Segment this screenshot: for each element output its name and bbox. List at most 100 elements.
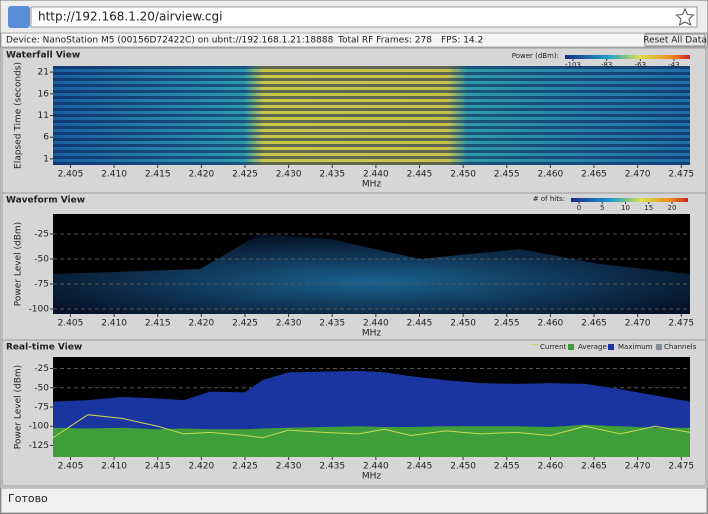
device-info: Device: NanoStation M5 (00156D72422C) on… (6, 36, 334, 46)
x-axis-label: MHz (362, 472, 382, 482)
x-tick-label: 2.410 (101, 170, 127, 180)
x-tick-label: 2.420 (188, 170, 214, 180)
waveform-image (53, 234, 690, 314)
y-tick-label: -75 (34, 280, 49, 290)
colorbar-tick-label: 5 (600, 204, 604, 212)
x-tick-label: 2.425 (232, 170, 258, 180)
x-tick-label: 2.450 (450, 319, 476, 329)
x-tick-label: 2.405 (58, 319, 84, 329)
x-tick-label: 2.430 (276, 170, 302, 180)
x-tick-label: 2.470 (625, 462, 651, 472)
y-axis-label: Elapsed Time (seconds) (14, 62, 24, 169)
y-axis-label: Power Level (dBm) (14, 365, 24, 449)
x-tick-label: 2.440 (363, 462, 389, 472)
waterfall-rows (53, 66, 690, 165)
x-tick-label: 2.460 (538, 319, 564, 329)
y-tick-label: -50 (34, 255, 49, 265)
x-tick-label: 2.415 (145, 462, 171, 472)
colorbar-tick-label: 10 (621, 204, 630, 212)
x-axis-label: MHz (362, 329, 382, 339)
x-tick-label: 2.435 (319, 462, 345, 472)
x-tick-label: 2.465 (581, 462, 607, 472)
x-tick-label: 2.460 (538, 170, 564, 180)
x-tick-label: 2.420 (188, 462, 214, 472)
panel-title: Waveform View (6, 196, 85, 206)
url-field[interactable] (30, 6, 698, 28)
legend-swatch (568, 344, 574, 350)
x-tick-label: 2.475 (668, 319, 694, 329)
y-axis-label: Power Level (dBm) (14, 222, 24, 306)
panel-title: Real-time View (6, 343, 82, 353)
x-tick-label: 2.450 (450, 462, 476, 472)
fps: FPS: 14.2 (441, 36, 483, 46)
legend-label: Maximum (618, 343, 653, 351)
y-tick-label: -25 (34, 230, 49, 240)
y-tick-label: -125 (29, 441, 49, 451)
x-tick-label: 2.415 (145, 319, 171, 329)
x-tick-label: 2.445 (407, 170, 433, 180)
y-tick-label: 16 (38, 89, 50, 99)
legend-label: Channels (664, 343, 697, 351)
x-tick-label: 2.475 (668, 170, 694, 180)
reset-button[interactable] (644, 33, 706, 47)
status-text: Готово (8, 492, 48, 505)
colorbar-tick-label: 15 (644, 204, 653, 212)
legend-label: Current (540, 343, 567, 351)
colorbar-tick-label: 20 (668, 204, 677, 212)
legend-label: Average (578, 343, 607, 351)
colorbar-tick-label: -43 (668, 61, 679, 69)
x-tick-label: 2.425 (232, 319, 258, 329)
panel-title: Waterfall View (6, 51, 80, 61)
x-tick-label: 2.440 (363, 170, 389, 180)
toolbar (0, 32, 708, 48)
colorbar (571, 198, 688, 202)
y-tick-label: -100 (29, 305, 50, 315)
y-tick-label: 21 (38, 68, 49, 78)
x-tick-label: 2.465 (581, 170, 607, 180)
series-area (53, 424, 690, 457)
x-tick-label: 2.440 (363, 319, 389, 329)
x-tick-label: 2.435 (319, 319, 345, 329)
x-tick-label: 2.470 (625, 170, 651, 180)
colorbar-tick-label: -63 (635, 61, 646, 69)
bookmark-star[interactable] (675, 7, 695, 26)
x-tick-label: 2.455 (494, 462, 520, 472)
x-tick-label: 2.470 (625, 319, 651, 329)
y-tick-label: 1 (43, 154, 49, 164)
x-axis-label: MHz (362, 180, 382, 190)
colorbar-tick-label: -83 (601, 61, 612, 69)
x-tick-label: 2.455 (494, 170, 520, 180)
y-tick-label: 11 (38, 111, 49, 121)
site-icon (8, 6, 30, 28)
x-tick-label: 2.455 (494, 319, 520, 329)
x-tick-label: 2.410 (101, 462, 127, 472)
reset-label: Reset All Data (643, 36, 707, 46)
legend-swatch (656, 344, 662, 350)
colorbar (565, 55, 690, 59)
y-tick-label: -25 (34, 364, 49, 374)
x-tick-label: 2.435 (319, 170, 345, 180)
colorbar-tick-label: -103 (565, 61, 581, 69)
x-tick-label: 2.465 (581, 319, 607, 329)
x-tick-label: 2.410 (101, 319, 127, 329)
y-tick-label: 6 (43, 133, 49, 143)
x-tick-label: 2.405 (58, 170, 84, 180)
x-tick-label: 2.445 (407, 319, 433, 329)
x-tick-label: 2.450 (450, 170, 476, 180)
x-tick-label: 2.425 (232, 462, 258, 472)
x-tick-label: 2.430 (276, 462, 302, 472)
x-tick-label: 2.430 (276, 319, 302, 329)
x-tick-label: 2.415 (145, 170, 171, 180)
x-tick-label: 2.475 (668, 462, 694, 472)
x-tick-label: 2.420 (188, 319, 214, 329)
series-line (52, 414, 691, 439)
y-tick-label: -100 (29, 422, 50, 432)
x-tick-label: 2.460 (538, 462, 564, 472)
legend-swatch (608, 344, 614, 350)
x-tick-label: 2.405 (58, 462, 84, 472)
y-tick-label: -50 (34, 383, 49, 393)
y-tick-label: -75 (34, 403, 49, 413)
legend-swatch (530, 344, 538, 345)
